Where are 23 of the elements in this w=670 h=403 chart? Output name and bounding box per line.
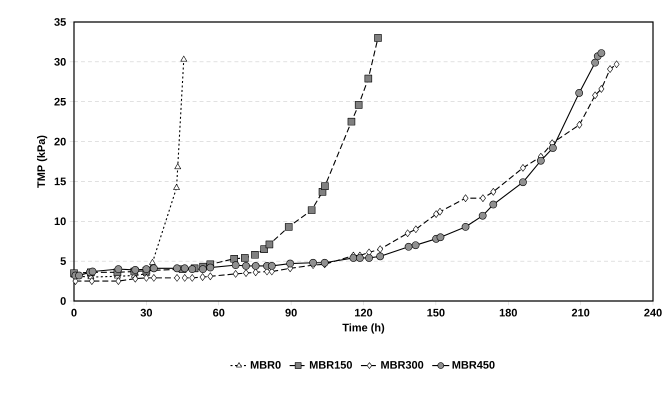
legend-label: MBR150 bbox=[310, 360, 352, 369]
x-tick-label: 180 bbox=[500, 308, 517, 317]
x-tick-label: 0 bbox=[71, 308, 77, 317]
y-tick-label: 15 bbox=[54, 178, 66, 186]
y-tick-label: 20 bbox=[54, 138, 66, 146]
y-tick-label: 5 bbox=[60, 257, 66, 265]
x-tick-label: 30 bbox=[140, 308, 152, 317]
y-tick-label: 25 bbox=[54, 98, 66, 106]
y-tick-label: 0 bbox=[60, 297, 66, 305]
legend-label: MBR300 bbox=[381, 360, 424, 369]
x-axis-title: Time (h) bbox=[342, 323, 384, 334]
x-tick-label: 240 bbox=[644, 308, 662, 317]
y-tick-label: 30 bbox=[54, 58, 66, 66]
y-tick-label: 10 bbox=[54, 217, 66, 226]
y-axis-title: TMP (kPa) bbox=[36, 136, 48, 188]
x-tick-label: 90 bbox=[285, 308, 297, 317]
x-tick-label: 60 bbox=[213, 308, 224, 317]
x-tick-label: 150 bbox=[427, 308, 445, 317]
x-tick-label: 210 bbox=[572, 308, 590, 317]
y-tick-label: 35 bbox=[54, 18, 66, 26]
legend-label: MBR0 bbox=[250, 360, 281, 369]
x-tick-label: 120 bbox=[355, 308, 372, 317]
legend-label: MBR450 bbox=[452, 360, 495, 369]
